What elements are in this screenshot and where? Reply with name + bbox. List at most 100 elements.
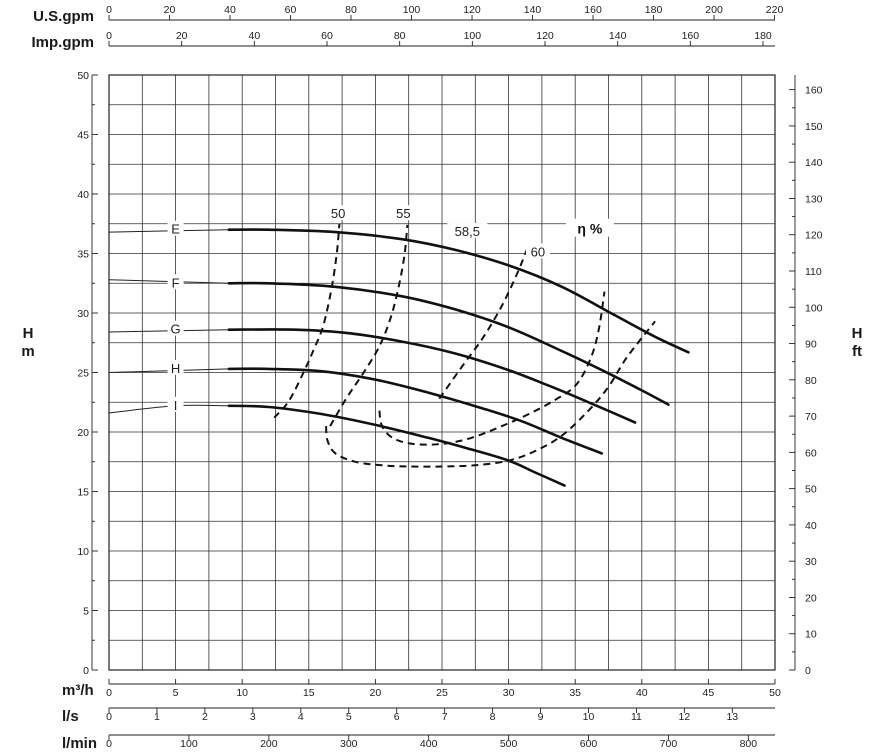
secondary-tick-label: 7 [442, 711, 448, 723]
head-ft-axis: 0 10 20 30 40 50 60 70 80 90 100 110 120 130 140 150 160 [789, 75, 823, 677]
tick-label-h-m: 5 [83, 606, 89, 618]
label-bg [525, 243, 550, 259]
tick-label-h-ft: 30 [805, 556, 817, 568]
secondary-tick-label: 180 [754, 30, 772, 42]
tick-label-h-ft: 140 [805, 157, 823, 169]
label-bg [167, 320, 184, 336]
secondary-tick-label: 200 [260, 738, 278, 750]
label-bg [167, 359, 184, 375]
secondary-tick-label: 500 [500, 738, 518, 750]
tick-label-h-m: 25 [77, 368, 89, 380]
secondary-tick-label: 120 [536, 30, 554, 42]
secondary-tick-label: 0 [106, 711, 112, 723]
tick-label-h-ft: 0 [805, 665, 811, 677]
secondary-tick-label: 8 [490, 711, 496, 723]
tick-label-m3h: 45 [703, 687, 715, 699]
secondary-tick-label: 80 [394, 30, 406, 42]
secondary-tick-label: 3 [250, 711, 256, 723]
curve-labels: E F G H I 50 55 58,5 60 η % [167, 205, 614, 413]
curve-label-I: I [174, 398, 178, 413]
secondary-tick-label: 11 [631, 711, 642, 723]
secondary-tick-label: 13 [726, 711, 738, 723]
secondary-tick-label: 10 [583, 711, 595, 723]
tick-label-m3h: 0 [106, 687, 112, 699]
y-axis-label-right-h: H [852, 325, 863, 342]
label-bg [167, 396, 184, 412]
efficiency-curve-58-5 [329, 224, 409, 427]
secondary-tick-label: 40 [224, 4, 236, 16]
y-axis-label-left-m: m [21, 343, 34, 360]
secondary-tick-label: 1 [154, 711, 160, 723]
label-bg [326, 205, 351, 221]
plot-grid [108, 74, 776, 671]
y-axis-label-right-ft: ft [852, 343, 862, 360]
tick-label-m3h: 30 [503, 687, 515, 699]
secondary-tick-label: 140 [609, 30, 627, 42]
curve-label-58-5: 58,5 [455, 224, 480, 239]
secondary-tick-label: 0 [106, 4, 112, 16]
secondary-tick-label: 100 [403, 4, 421, 16]
curve-label-G: G [171, 322, 181, 337]
curve-label-E: E [171, 222, 180, 237]
tick-label-h-m: 15 [77, 487, 89, 499]
secondary-axis-label: l/s [62, 708, 79, 725]
label-bg [167, 220, 184, 236]
head-m-axis: 0 5 10 15 20 25 30 35 40 45 50 [77, 70, 98, 677]
label-bg [447, 223, 488, 239]
label-bg [391, 205, 416, 221]
secondary-tick-label: 2 [202, 711, 208, 723]
bottom-flow-axes: 0 5 10 15 20 25 30 35 40 45 50l/s 0 1 2 3 4 5 6 7 8 9 10 11 12 1… [62, 679, 781, 752]
secondary-tick-label: 40 [248, 30, 260, 42]
curve-series [108, 223, 690, 487]
head-curve-f [227, 281, 670, 406]
tick-label-m3h: 40 [636, 687, 648, 699]
tick-label-h-ft: 70 [805, 411, 817, 423]
curve-label-F: F [172, 275, 180, 290]
secondary-tick-label: 6 [394, 711, 400, 723]
tick-label-h-m: 30 [77, 308, 89, 320]
secondary-tick-label: 400 [420, 738, 438, 750]
y-axis-label-left-h: H [23, 325, 34, 342]
secondary-tick-label: 20 [164, 4, 176, 16]
curve-label-50: 50 [331, 206, 345, 221]
secondary-axis-label: l/min [62, 735, 97, 752]
secondary-tick-label: 220 [766, 4, 784, 16]
secondary-tick-label: 160 [584, 4, 602, 16]
tick-label-m3h: 10 [236, 687, 248, 699]
head-curve-g [227, 328, 637, 424]
tick-label-h-ft: 80 [805, 375, 817, 387]
secondary-tick-label: 100 [180, 738, 198, 750]
tick-label-h-ft: 20 [805, 592, 817, 604]
tick-label-m3h: 5 [173, 687, 179, 699]
tick-label-m3h: 15 [303, 687, 315, 699]
tick-label-h-ft: 150 [805, 121, 823, 133]
efficiency-curve-50 [273, 223, 341, 419]
tick-label-m3h: 20 [370, 687, 382, 699]
top-flow-axes: U.S.gpm 0 20 40 60 80 100 120 140 160 180 200 220Imp… [32, 4, 784, 51]
secondary-tick-label: 0 [106, 738, 112, 750]
secondary-tick-label: 800 [740, 738, 758, 750]
secondary-tick-label: 60 [321, 30, 333, 42]
head-curve-h [227, 367, 604, 455]
secondary-tick-label: 100 [464, 30, 482, 42]
tick-label-h-m: 40 [77, 189, 89, 201]
secondary-tick-label: 9 [538, 711, 544, 723]
secondary-tick-label: 180 [645, 4, 663, 16]
label-bg [167, 274, 184, 290]
efficiency-curve-55 [325, 320, 656, 468]
secondary-tick-label: 60 [285, 4, 297, 16]
tick-label-h-ft: 110 [805, 266, 822, 278]
tick-label-h-ft: 160 [805, 85, 823, 97]
tick-label-h-ft: 100 [805, 302, 823, 314]
secondary-tick-label: 5 [346, 711, 352, 723]
tick-label-h-m: 0 [83, 665, 89, 677]
curve-label-60: 60 [531, 244, 545, 259]
curve-label-H: H [171, 361, 180, 376]
secondary-tick-label: 20 [176, 30, 188, 42]
tick-label-m3h: 50 [769, 687, 781, 699]
efficiency-curve-60 [378, 291, 606, 446]
tick-label-h-ft: 10 [805, 629, 817, 641]
tick-label-h-m: 50 [77, 70, 89, 82]
tick-label-h-ft: 40 [805, 520, 817, 532]
